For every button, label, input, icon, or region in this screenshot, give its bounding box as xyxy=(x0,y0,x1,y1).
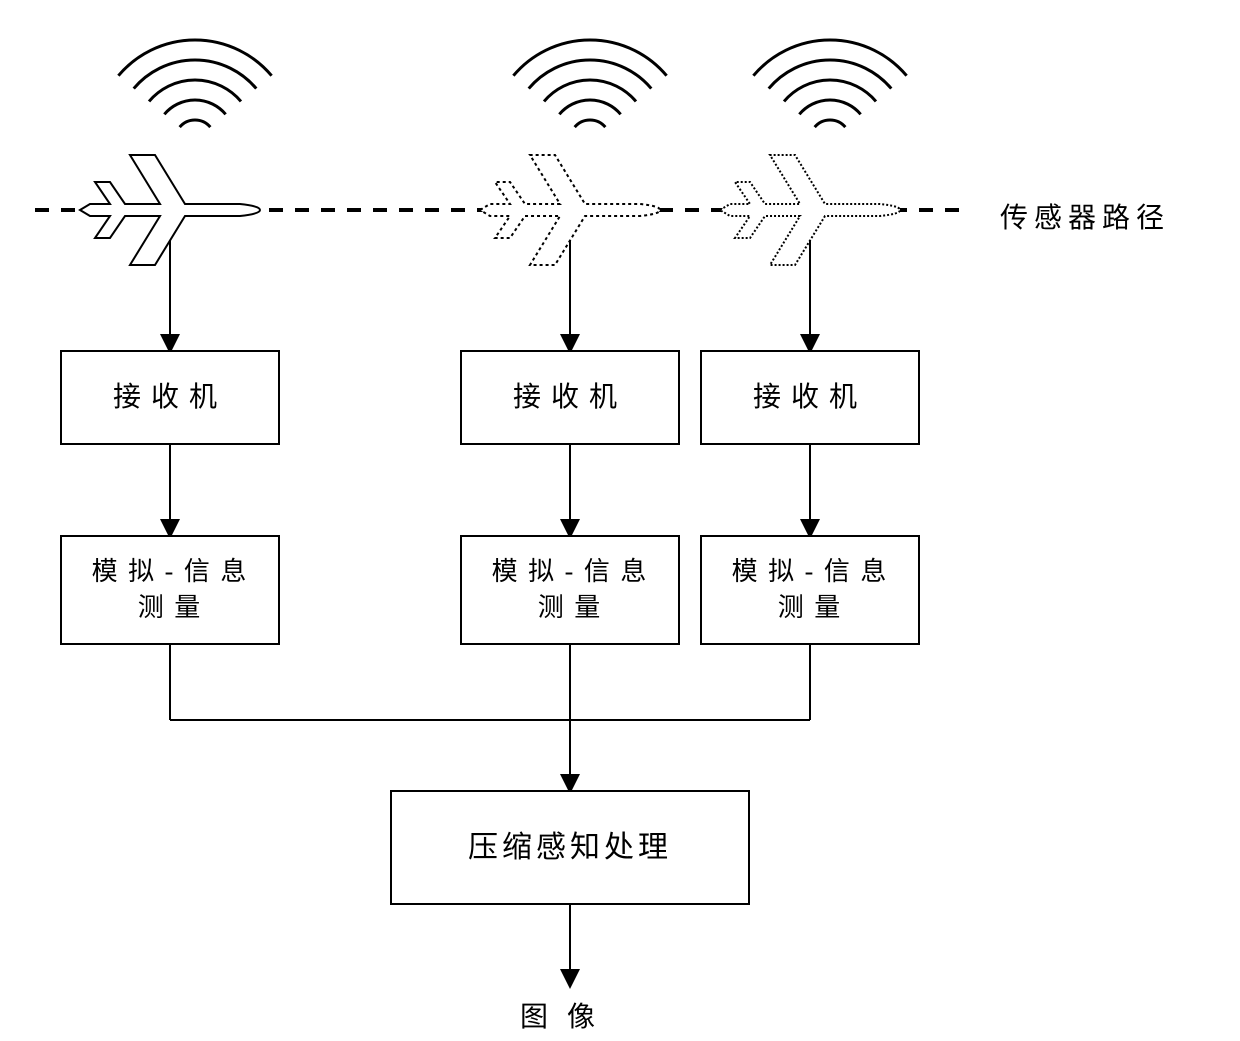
receiver-label: 接收机 xyxy=(753,378,867,417)
measurement-box-0: 模 拟 - 信 息 测 量 xyxy=(60,535,280,645)
measurement-line2: 测 量 xyxy=(732,590,889,626)
receiver-label: 接收机 xyxy=(113,378,227,417)
cs-label: 压缩感知处理 xyxy=(468,827,672,869)
compressed-sensing-box: 压缩感知处理 xyxy=(390,790,750,905)
receiver-label: 接收机 xyxy=(513,378,627,417)
measurement-box-1: 模 拟 - 信 息 测 量 xyxy=(460,535,680,645)
receiver-box-2: 接收机 xyxy=(700,350,920,445)
measurement-line2: 测 量 xyxy=(492,590,649,626)
receiver-box-0: 接收机 xyxy=(60,350,280,445)
receiver-box-1: 接收机 xyxy=(460,350,680,445)
measurement-line2: 测 量 xyxy=(92,590,249,626)
image-output-label: 图 像 xyxy=(520,995,601,1035)
measurement-line1: 模 拟 - 信 息 xyxy=(492,554,649,590)
measurement-box-2: 模 拟 - 信 息 测 量 xyxy=(700,535,920,645)
measurement-line1: 模 拟 - 信 息 xyxy=(92,554,249,590)
measurement-line1: 模 拟 - 信 息 xyxy=(732,554,889,590)
diagram-canvas: 传感器路径 接收机 接收机 接收机 模 拟 - 信 息 测 量 模 拟 - 信 … xyxy=(0,0,1240,1041)
